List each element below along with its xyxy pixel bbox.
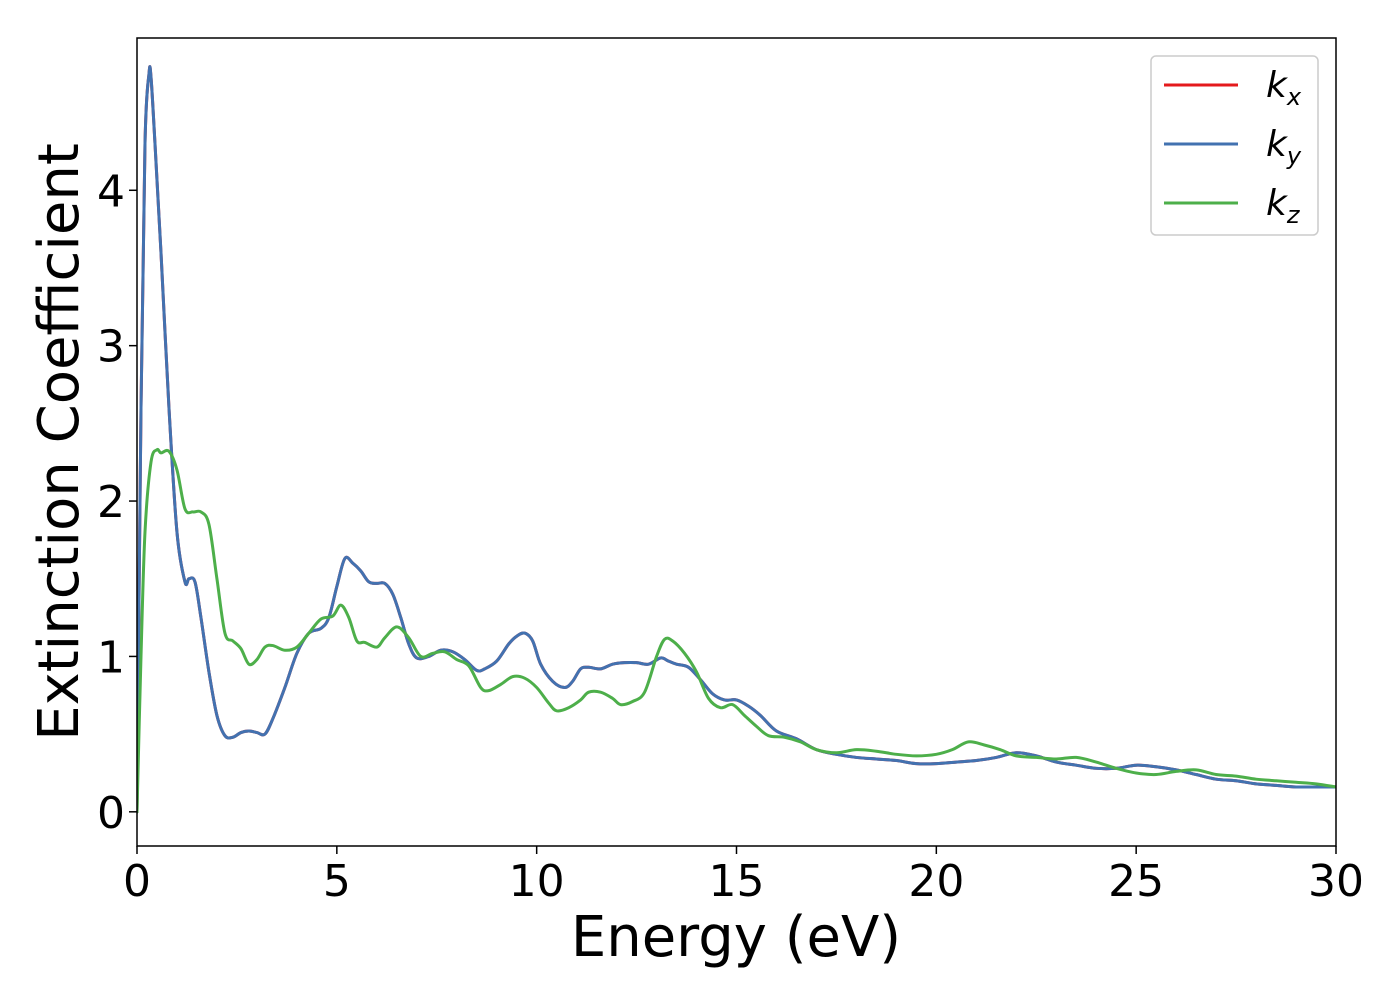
y-tick-label: 2	[97, 477, 125, 528]
legend-label-subscript: x	[1286, 83, 1302, 111]
y-tick-label: 3	[97, 322, 125, 373]
x-tick-label: 20	[908, 856, 964, 907]
legend-label-base: k	[1266, 183, 1289, 224]
legend-label-ky: ky	[1266, 124, 1302, 170]
y-axis-title: Extinction Coefficient	[27, 143, 92, 741]
legend-label-kx: kx	[1266, 65, 1302, 111]
legend-label-base: k	[1266, 65, 1289, 106]
x-axis-ticks: 0 5 10 15 20 25 30	[123, 846, 1364, 907]
x-tick-label: 25	[1108, 856, 1164, 907]
y-tick-label: 1	[97, 632, 125, 683]
series-line-kz	[137, 447, 1336, 814]
legend-label-subscript: z	[1286, 201, 1301, 229]
x-tick-label: 15	[709, 856, 765, 907]
y-tick-label: 4	[97, 166, 125, 217]
x-tick-label: 30	[1308, 856, 1364, 907]
series-layer	[137, 65, 1336, 814]
x-tick-label: 0	[123, 856, 151, 907]
legend-label-base: k	[1266, 124, 1289, 165]
x-tick-label: 5	[323, 856, 351, 907]
series-line-ky	[137, 65, 1336, 814]
x-tick-label: 10	[509, 856, 565, 907]
x-axis-title: Energy (eV)	[571, 905, 901, 970]
y-axis-ticks: 0 1 2 3 4	[97, 166, 137, 839]
legend-label-subscript: y	[1286, 142, 1302, 170]
legend-label-kz: kz	[1266, 183, 1301, 229]
y-tick-label: 0	[97, 788, 125, 839]
